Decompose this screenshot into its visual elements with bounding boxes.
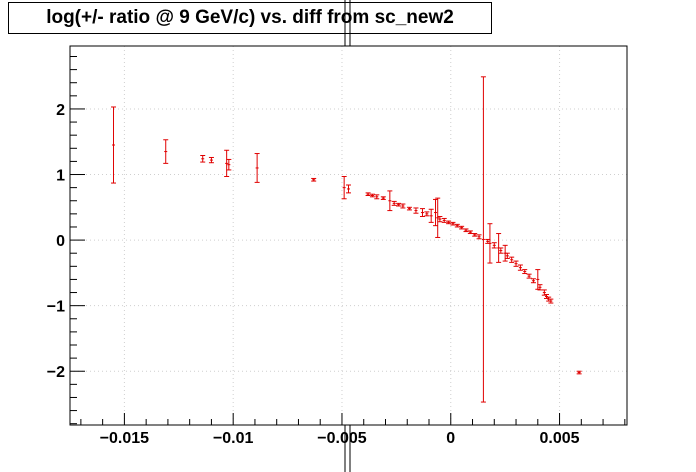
- data-point: [111, 106, 117, 184]
- data-point: [476, 234, 482, 240]
- data-point: [491, 242, 497, 249]
- x-tick-label: −0.005: [317, 430, 366, 447]
- data-point: [380, 196, 386, 200]
- data-point: [537, 284, 543, 291]
- data-point: [441, 217, 447, 223]
- data-point: [413, 207, 419, 214]
- data-point: [530, 278, 536, 284]
- data-points: [111, 76, 582, 403]
- data-point: [543, 294, 549, 299]
- x-tick-label: 0: [446, 430, 455, 447]
- x-tick-label: 0.005: [540, 430, 580, 447]
- data-point: [387, 190, 393, 212]
- data-point: [522, 269, 528, 275]
- data-point: [446, 220, 452, 225]
- data-point: [226, 158, 232, 171]
- data-point: [459, 225, 465, 230]
- data-point: [517, 264, 523, 271]
- data-point: [433, 198, 439, 227]
- y-tick-label: −1: [47, 299, 65, 316]
- axis-decoration: [344, 0, 351, 472]
- data-point: [454, 223, 460, 228]
- data-point: [548, 298, 554, 304]
- data-point: [480, 76, 486, 403]
- data-point: [391, 200, 397, 206]
- data-point: [435, 197, 441, 238]
- data-point: [424, 211, 430, 217]
- x-tick-label: −0.01: [213, 430, 254, 447]
- data-point: [365, 192, 371, 197]
- data-point: [513, 260, 519, 267]
- data-point: [509, 256, 515, 263]
- grid: [70, 46, 627, 425]
- data-point: [472, 233, 478, 237]
- data-point: [396, 202, 402, 207]
- y-tick-label: −2: [47, 364, 65, 381]
- data-point: [450, 221, 456, 226]
- y-tick-label: 0: [56, 233, 65, 250]
- data-point: [311, 177, 317, 182]
- data-point: [535, 269, 541, 290]
- data-point: [437, 215, 443, 223]
- data-point: [526, 273, 532, 279]
- data-point: [200, 155, 206, 163]
- tick-labels: −0.015 −0.01 −0.005 0 0.005 −2 −1 0 1 2: [47, 102, 580, 447]
- data-point: [463, 228, 469, 233]
- data-point: [498, 247, 504, 254]
- plot-frame: [69, 45, 628, 426]
- data-point: [163, 139, 169, 164]
- chart-title: log(+/- ratio @ 9 GeV/c) vs. diff from s…: [8, 2, 492, 34]
- data-point: [208, 156, 214, 164]
- data-point: [341, 175, 347, 200]
- data-point: [254, 153, 260, 183]
- y-tick-label: 1: [56, 168, 65, 185]
- data-point: [504, 252, 510, 259]
- x-tick-label: −0.015: [100, 430, 149, 447]
- data-point: [406, 206, 412, 211]
- data-point: [374, 194, 380, 200]
- data-point: [419, 208, 425, 217]
- data-point: [369, 193, 375, 198]
- data-point: [576, 370, 582, 375]
- data-point: [428, 208, 434, 223]
- y-tick-label: 2: [56, 102, 65, 119]
- axis-ticks: [70, 55, 626, 425]
- data-point: [487, 223, 493, 264]
- data-point: [346, 184, 351, 194]
- data-point: [467, 230, 473, 235]
- data-point: [224, 149, 230, 177]
- data-point: [400, 203, 406, 209]
